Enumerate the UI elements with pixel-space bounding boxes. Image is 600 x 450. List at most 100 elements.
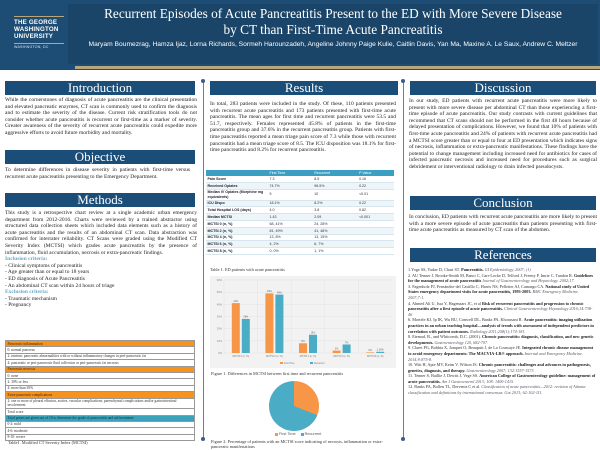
inclusion-item: - ED diagnosis of Acute Pancreatitis <box>5 275 85 282</box>
ref-title: Guidelines for the management of acute p… <box>408 272 594 284</box>
exclusion-heading: Exclusion criteria: <box>5 289 49 296</box>
mctsi-row: 4: more than 30% <box>5 384 195 393</box>
logo-line-4: WASHINGTON, DC <box>14 42 64 50</box>
column-divider-right <box>403 81 404 439</box>
inclusion-item: - Clinical symptoms of pancreatitis <box>5 262 83 269</box>
svg-text:MCTSI 4 (n, %): MCTSI 4 (n, %) <box>300 355 317 358</box>
cell-value: <0.001 <box>357 213 394 221</box>
mctsi-cell: 0: none <box>5 371 195 380</box>
title-block: Recurrent Episodes of Acute Pancreatitis… <box>68 4 598 64</box>
mctsi-row: 2: one or more of pleural effusion, asci… <box>5 397 195 410</box>
svg-text:First Time: First Time <box>284 362 295 365</box>
mctsi-cell: Total score <box>5 408 195 416</box>
cell-value: 18.1% <box>268 200 313 208</box>
mctsi-row: 2: 30% or less <box>5 378 195 386</box>
inclusion-item: - An abdominal CT scan within 24 hours o… <box>5 282 115 289</box>
mctsi-row: Pancreatic necrosis <box>5 365 195 373</box>
ref-source: Journal of Gastroenterology and Hepatolo… <box>481 278 575 284</box>
cell-value: 4, 2% <box>268 240 313 249</box>
row-label: Total Hospital LOS (days) <box>206 206 268 215</box>
reference-item: 3. Fagenholz PJ, Fernández-del Castillo … <box>408 284 596 301</box>
row-label: MCTSI 6 (n, %) <box>206 240 268 249</box>
cell-value: 3.8 <box>312 206 358 215</box>
exclusion-item: - Pregnancy <box>5 302 32 309</box>
mctsi-cell: 4-6: moderate <box>5 427 195 435</box>
svg-text:MCTSI 2 (n, %): MCTSI 2 (n, %) <box>266 355 283 358</box>
ref-authors: 11. Tenner S, Baillie J, Dewitt J, Vege … <box>408 373 480 379</box>
cell-value <box>357 220 394 228</box>
svg-text:1.16%: 1.16% <box>377 349 385 352</box>
reference-item: 2. AU Tenner J, Brooke-Smith M, Banci C,… <box>408 273 596 284</box>
divider-dot <box>401 79 405 83</box>
svg-text:8%: 8% <box>301 340 305 343</box>
results-table-row: MCTSI 2 (n, %) 81, 49% 41, 48% <box>206 227 394 235</box>
cell-value: 8.2% <box>312 200 358 208</box>
results-table-row: MCTSI 8 (n, %) 0, 0% 1, 1% <box>206 247 394 255</box>
cell-value <box>357 240 394 249</box>
results-col-header: P Value <box>357 170 394 176</box>
cell-value: 81, 49% <box>268 227 313 235</box>
conclusion-heading: Conclusion <box>410 196 596 210</box>
ref-authors: 1.Yoge SS, Yadav D, Chari ST. <box>408 267 462 272</box>
conclusion-text: In conclusion, ED patients with recurren… <box>409 214 597 234</box>
mctsi-row: 0-2: mild <box>5 420 195 429</box>
reference-item: 9. Claret PG, Bobbia X, Jonquet O, Beaup… <box>408 345 596 362</box>
ref-source: Gastroenterology 2007; 132:1557-1573. <box>465 367 535 373</box>
row-label: MCTSI 0 (n, %) <box>206 220 268 228</box>
svg-text:28%: 28% <box>243 316 249 319</box>
methods-block: This study is a retrospective chart revi… <box>5 210 197 309</box>
references-heading: References <box>410 248 596 262</box>
results-heading: Results <box>210 81 398 95</box>
ref-authors: 12. Banks PA, Bollen TL, Dervenis C et a… <box>408 384 482 390</box>
ref-source: Am J Gastroenterol 2013; 108: 1400-1415. <box>440 378 515 384</box>
mctsi-row: Pancreatic inflammation <box>5 339 195 348</box>
ref-authors: 4. Ahmed Ali U, Issa Y, Hagenaars JC, et… <box>408 300 482 306</box>
results-col-header: Recurrent <box>312 170 358 176</box>
mctsi-cell: 2: intrinsic pancreatic abnormalities wi… <box>5 352 195 361</box>
results-table-row: MCTSI 4 (n, %) 13, 8% 13, 15% <box>206 234 394 242</box>
row-label: MCTSI 4 (n, %) <box>206 234 268 242</box>
svg-text:49%: 49% <box>267 290 273 293</box>
cell-value: 41, 48% <box>312 227 358 235</box>
logo-line-1: THE GEORGE <box>14 19 58 26</box>
mctsi-table: Pancreatic inflammation 0: normal pancrea… <box>5 339 195 442</box>
cell-value: 74.7% <box>268 182 313 190</box>
cell-value: 13, 15% <box>312 234 358 242</box>
mctsi-row: 8-10: severe <box>5 433 195 442</box>
mctsi-cell: 4: pancreatic or peri-pancreatic fluid c… <box>5 359 195 367</box>
ref-source: Clinical Gastroenterology Hepatology 201… <box>408 306 593 317</box>
cell-value: 5 <box>268 189 313 201</box>
legend-first-time: First Time <box>275 432 296 436</box>
recurrent-swatch <box>300 432 304 436</box>
cell-value: 0.22 <box>357 182 394 190</box>
mctsi-cell: 8-10: severe <box>5 433 195 442</box>
introduction-heading: Introduction <box>5 81 195 95</box>
methods-heading: Methods <box>5 193 195 207</box>
results-col-header: First Time <box>268 170 313 176</box>
cell-value: 8.5 <box>312 176 358 183</box>
svg-text:50%: 50% <box>217 290 223 294</box>
reference-item: 10. Witt H, Apte MV, Keim V, Wilson JS. … <box>408 362 596 373</box>
ref-authors: 2. AU Tenner J, Brooke-Smith M, Banci C,… <box>408 272 574 278</box>
mctsi-cell: Total points are given out of 10 to dete… <box>5 414 195 422</box>
svg-text:10%: 10% <box>217 339 223 343</box>
reference-item: 12. Banks PA, Bollen TL, Dervenis C et a… <box>408 384 596 395</box>
cell-value: 0.22 <box>357 200 394 208</box>
mctsi-row: 0: none <box>5 371 195 380</box>
svg-text:20%: 20% <box>217 327 223 331</box>
reference-item: 1.Yoge SS, Yadav D, Chari ST. Pancreatit… <box>408 267 596 273</box>
row-label: Median IV Opiates (Morphine mg equivalen… <box>206 189 268 201</box>
cell-value: 6, 7% <box>312 240 358 249</box>
title-line-2: by CT than First-Time Acute Pancreatitis <box>223 22 443 37</box>
svg-text:0%: 0% <box>218 351 222 355</box>
gold-accent-bar <box>75 66 600 69</box>
severity-pie-chart <box>269 381 319 431</box>
cell-value: 13, 8% <box>268 234 313 242</box>
ref-title: Chronic pancreatitis: diagnosis, classif… <box>408 334 594 345</box>
discussion-heading: Discussion <box>410 81 596 95</box>
mctsi-row: Extra-pancreatic complications <box>5 391 195 399</box>
ref-title: Chronic pancreatitis: challenges and adv… <box>408 362 591 373</box>
svg-text:30%: 30% <box>217 315 223 319</box>
figure2-caption: Figure 2. Percentage of patients with an… <box>211 439 383 449</box>
logo-line-2: WASHINGTON <box>14 26 59 34</box>
